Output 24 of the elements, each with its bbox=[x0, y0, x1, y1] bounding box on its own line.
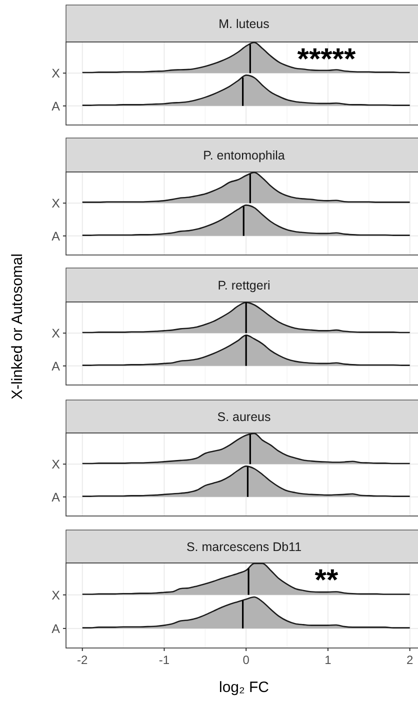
chart-title: S. marcescens Db11 bbox=[186, 540, 302, 554]
x-tick-label: 0 bbox=[242, 653, 250, 667]
chart-title: M. luteus bbox=[218, 17, 270, 31]
y-axis-title: X-linked or Autosomal bbox=[9, 254, 26, 400]
annotation: ** bbox=[314, 564, 338, 597]
x-axis-title: log₂ FC bbox=[218, 679, 270, 696]
x-tick-label: -2 bbox=[77, 653, 88, 667]
series-label: X bbox=[52, 66, 61, 81]
chart-title: P. rettgeri bbox=[218, 278, 270, 292]
series-label: A bbox=[52, 229, 61, 244]
series-label: X bbox=[52, 588, 61, 602]
series-label: X bbox=[52, 458, 61, 472]
x-tick-label: -1 bbox=[158, 653, 170, 667]
series-label: X bbox=[52, 196, 61, 211]
x-tick-label: 2 bbox=[406, 653, 414, 667]
series-label: A bbox=[52, 359, 61, 374]
series-label: X bbox=[52, 326, 61, 341]
series-label: A bbox=[52, 490, 61, 504]
series-label: A bbox=[52, 99, 61, 114]
chart-title: S. aureus bbox=[217, 410, 271, 424]
chart-title: P. entomophila bbox=[203, 148, 285, 162]
x-tick-label: 1 bbox=[324, 653, 332, 667]
annotation: ***** bbox=[297, 43, 356, 76]
series-label: A bbox=[52, 622, 61, 636]
